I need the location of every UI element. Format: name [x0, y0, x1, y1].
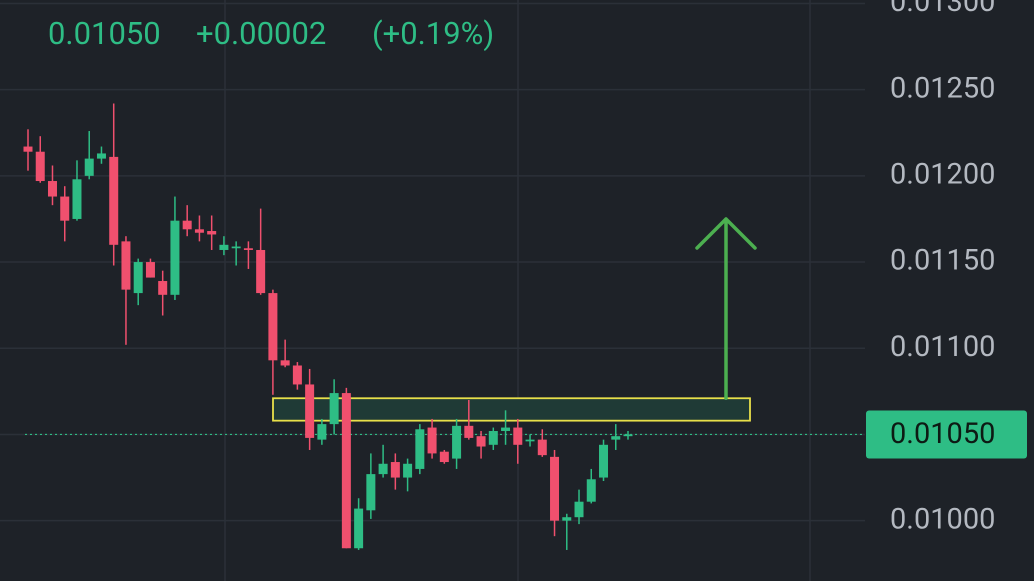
- candle-body: [121, 241, 131, 290]
- overlay: [25, 217, 865, 436]
- y-tick-label: 0.01200: [890, 158, 995, 192]
- last-price-tag: [866, 410, 1027, 459]
- y-tick-label: 0.01300: [890, 0, 995, 19]
- candle-body: [488, 431, 498, 445]
- candle-body: [599, 444, 609, 478]
- candle-body: [378, 463, 388, 475]
- candle-body: [23, 146, 33, 152]
- candle-body: [133, 262, 143, 294]
- candle-body: [562, 517, 572, 521]
- candle-body: [182, 220, 192, 230]
- y-tick-label: 0.01000: [890, 502, 995, 536]
- candle-body: [329, 393, 339, 425]
- y-tick-label: 0.01100: [890, 330, 995, 364]
- header-price: 0.01050: [48, 15, 161, 52]
- candle-body: [109, 156, 119, 245]
- candle-body: [231, 246, 241, 249]
- candle-body: [243, 248, 253, 250]
- last-price-label: 0.01050: [890, 417, 995, 451]
- candle-body: [305, 384, 315, 438]
- candle-body: [292, 365, 302, 385]
- candle-body: [415, 429, 425, 469]
- candle-body: [60, 196, 70, 221]
- candle-body: [170, 220, 180, 295]
- candle-body: [427, 427, 437, 454]
- candle-body: [439, 451, 449, 463]
- candle-body: [341, 393, 351, 549]
- candle-body: [268, 293, 278, 361]
- candle-body: [550, 456, 560, 521]
- header-change-percent: (+0.19%): [372, 15, 494, 52]
- candle-body: [464, 425, 474, 438]
- candle-body: [35, 151, 45, 182]
- candle-body: [219, 244, 229, 250]
- candle-body: [537, 439, 547, 456]
- candle-body: [280, 360, 290, 366]
- candle-body: [317, 424, 327, 440]
- candle-body: [72, 179, 82, 219]
- y-tick-label: 0.01250: [890, 71, 995, 105]
- target-arrow: [695, 217, 757, 401]
- highlight-zone: [272, 397, 751, 422]
- header: 0.01050 +0.00002 (+0.19%): [48, 15, 494, 52]
- candle-body: [354, 508, 364, 549]
- candles: [23, 103, 633, 550]
- candle-body: [403, 463, 413, 478]
- candle-body: [84, 158, 94, 176]
- candle-body: [256, 249, 266, 294]
- candle-body: [611, 436, 621, 440]
- y-axis: 0.01300 0.01250 0.01200 0.01150 0.01100 0.010…: [866, 0, 1027, 536]
- candle-body: [145, 262, 155, 278]
- candle-body: [366, 474, 376, 511]
- candle-body: [476, 436, 486, 447]
- candle-body: [194, 229, 204, 233]
- candle-body: [586, 479, 596, 502]
- candle-body: [390, 462, 400, 478]
- header-change: +0.00002: [196, 15, 326, 52]
- candle-body: [96, 153, 106, 159]
- candle-body: [47, 181, 57, 197]
- candle-body: [574, 501, 584, 518]
- candle-body: [207, 231, 217, 235]
- candle-body: [452, 425, 462, 459]
- candle-body: [525, 439, 535, 442]
- candle-body: [623, 434, 633, 437]
- candle-body: [513, 427, 523, 445]
- candle-body: [501, 427, 511, 432]
- candle-body: [158, 281, 168, 295]
- y-tick-label: 0.01150: [890, 244, 995, 278]
